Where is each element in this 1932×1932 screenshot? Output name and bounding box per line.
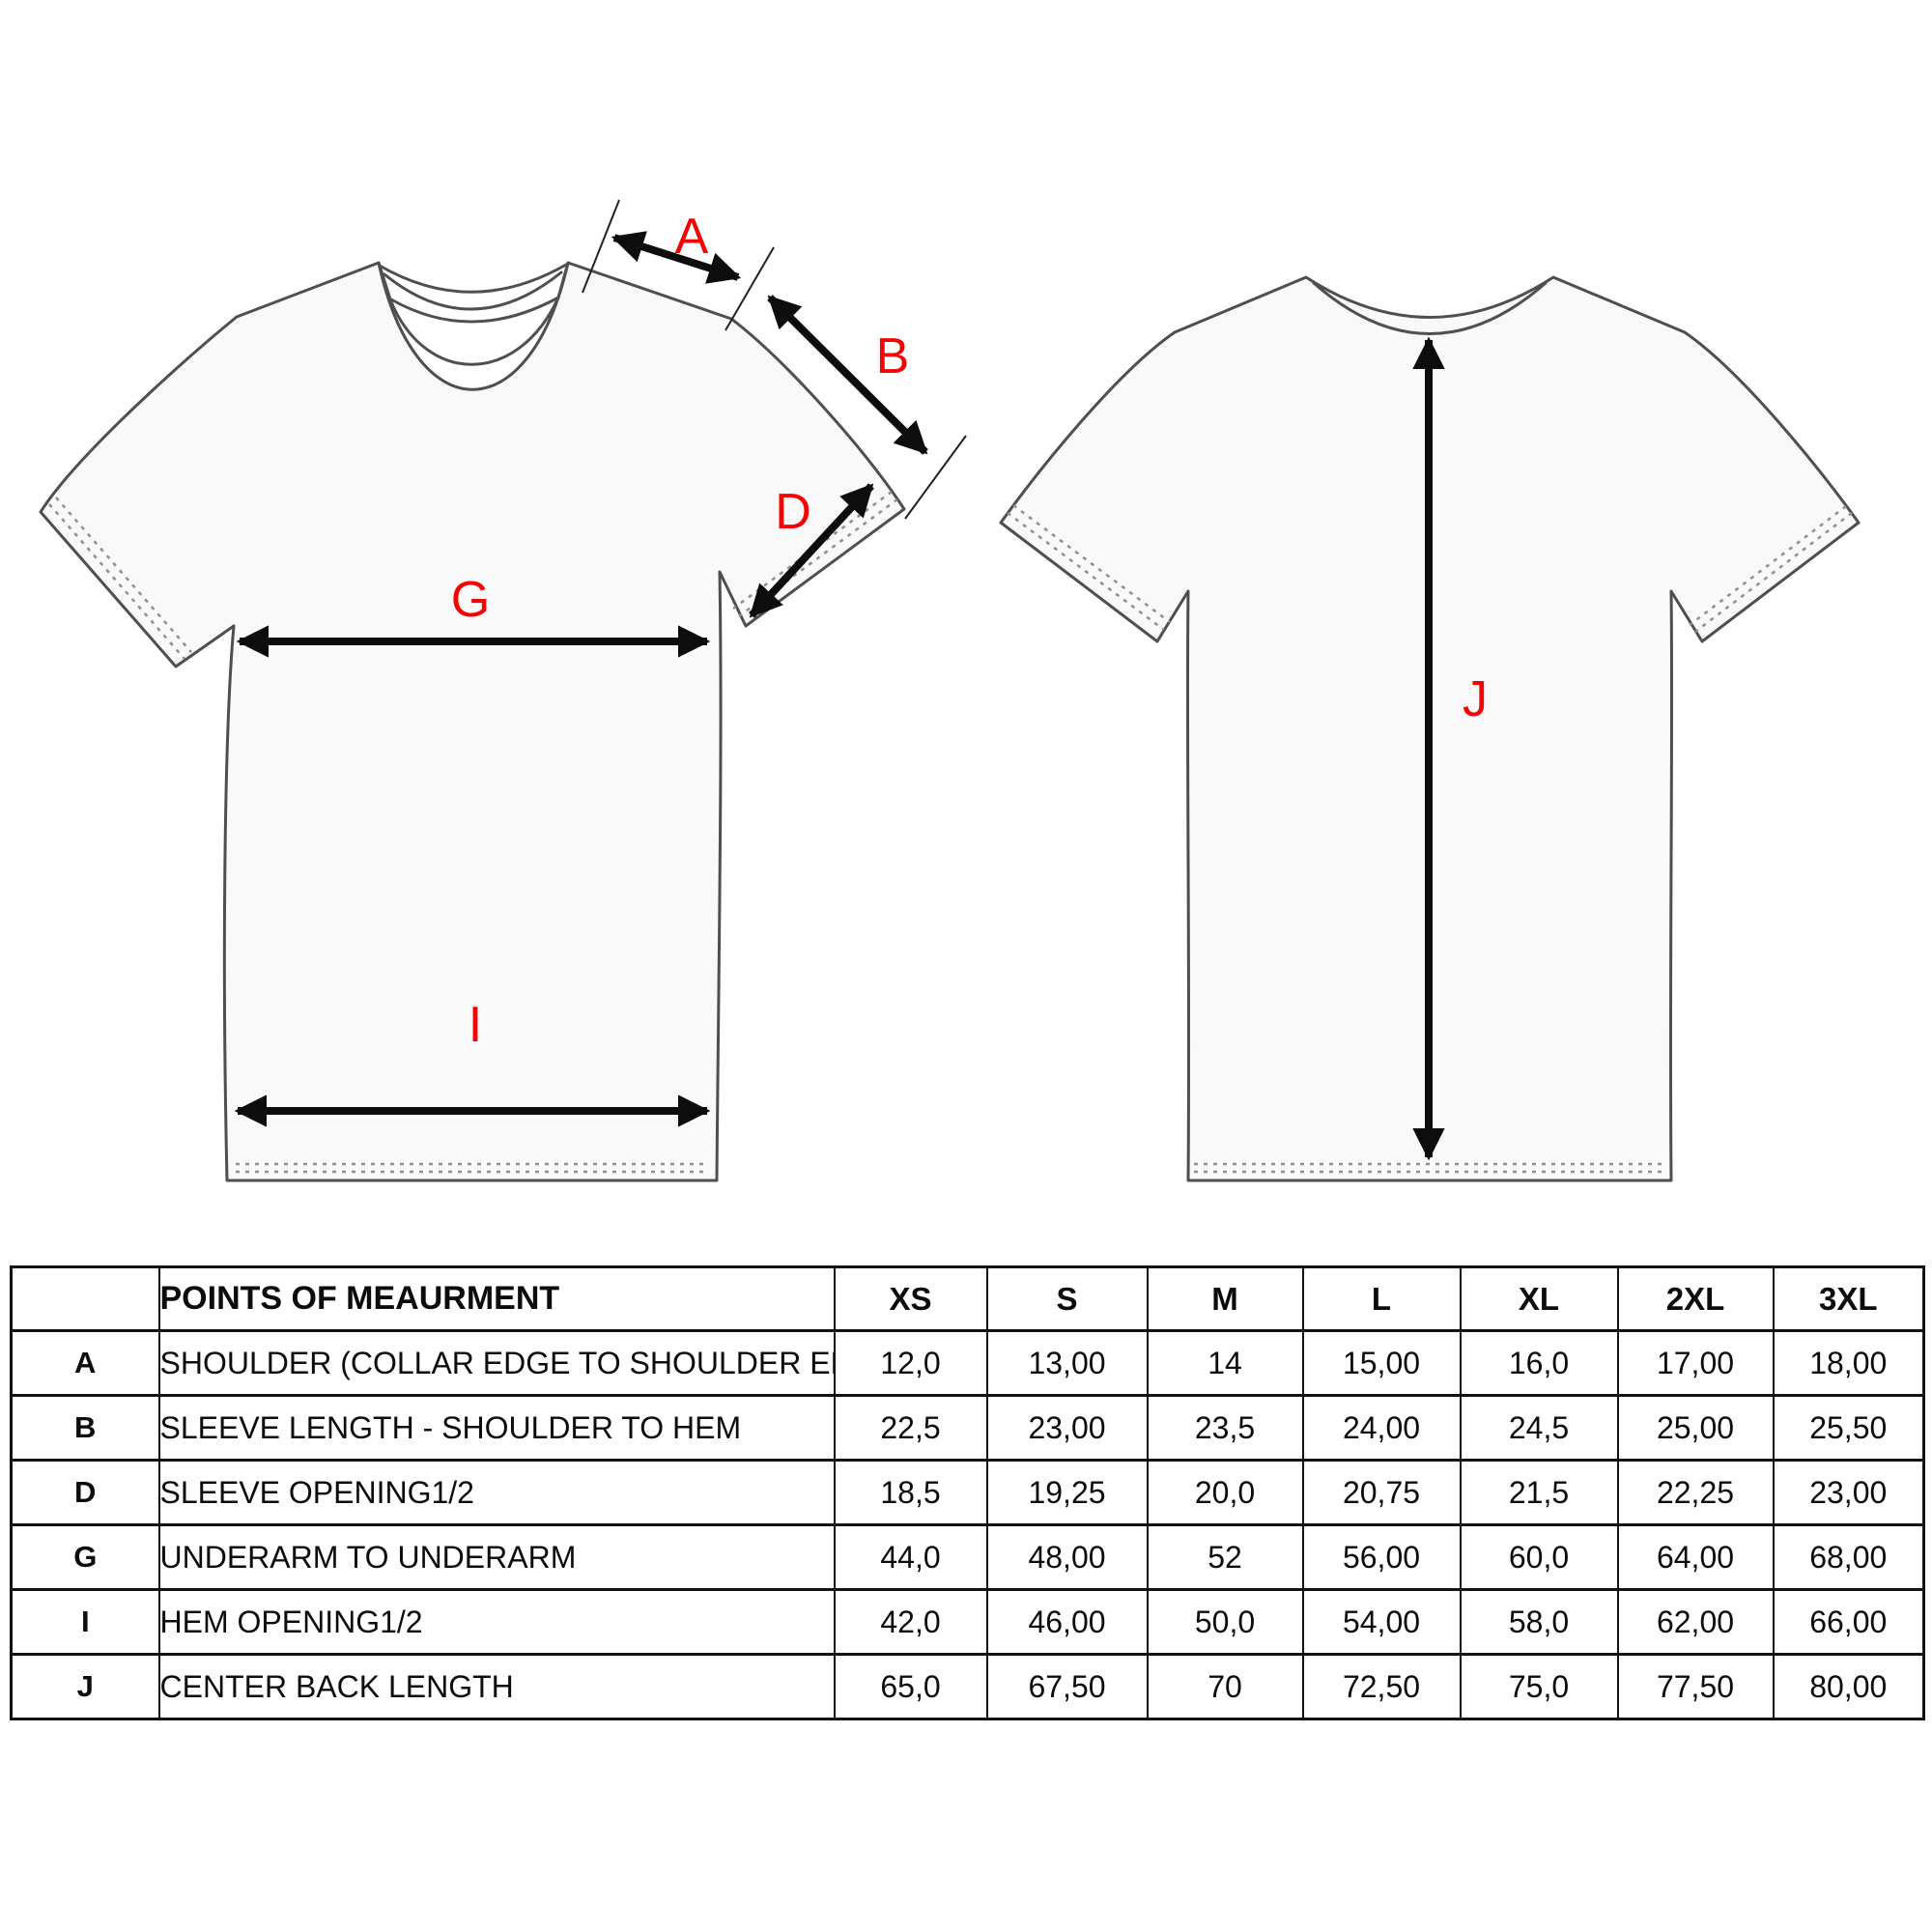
table-row-a: A SHOULDER (COLLAR EDGE TO SHOULDER EDGE… xyxy=(10,1329,1925,1397)
size-value-cell: 18,5 xyxy=(833,1459,988,1526)
header-letter-cell xyxy=(10,1265,160,1332)
front-collar-band-left-edge xyxy=(377,261,392,301)
size-value-cell: 18,00 xyxy=(1772,1329,1925,1397)
label-b: B xyxy=(876,328,910,384)
table-row-g: G UNDERARM TO UNDERARM 44,0 48,00 52 56,… xyxy=(10,1523,1925,1591)
front-shirt-drawing xyxy=(39,261,906,1182)
row-letter: B xyxy=(10,1394,160,1462)
back-left-sleeve-hem-stitching xyxy=(1007,503,1171,632)
header-size-2xl: 2XL xyxy=(1616,1265,1775,1332)
back-bottom-hem-stitching xyxy=(1194,1162,1667,1174)
label-j: J xyxy=(1463,671,1488,727)
extension-line xyxy=(724,246,775,331)
size-value-cell: 68,00 xyxy=(1772,1523,1925,1591)
size-value-cell: 20,75 xyxy=(1301,1459,1462,1526)
size-value-cell: 77,50 xyxy=(1616,1653,1775,1720)
size-value-cell: 25,50 xyxy=(1772,1394,1925,1462)
row-measurement-name: HEM OPENING1/2 xyxy=(157,1588,836,1656)
row-letter: J xyxy=(10,1653,160,1720)
size-value-cell: 20,0 xyxy=(1146,1459,1304,1526)
front-collar-band-line-2 xyxy=(389,296,560,324)
size-value-cell: 80,00 xyxy=(1772,1653,1925,1720)
measurement-arrow-d xyxy=(749,483,874,618)
size-value-cell: 60,0 xyxy=(1459,1523,1619,1591)
size-value-cell: 64,00 xyxy=(1616,1523,1775,1591)
front-bottom-hem-stitching xyxy=(236,1162,709,1174)
row-letter: I xyxy=(10,1588,160,1656)
size-value-cell: 72,50 xyxy=(1301,1653,1462,1720)
size-value-cell: 17,00 xyxy=(1616,1329,1775,1397)
row-letter: A xyxy=(10,1329,160,1397)
front-back-neckline xyxy=(378,263,568,294)
header-size-m: M xyxy=(1146,1265,1304,1332)
size-value-cell: 46,00 xyxy=(985,1588,1149,1656)
size-value-cell: 15,00 xyxy=(1301,1329,1462,1397)
size-value-cell: 24,00 xyxy=(1301,1394,1462,1462)
label-g: G xyxy=(451,572,490,628)
row-measurement-name: CENTER BACK LENGTH xyxy=(157,1653,836,1720)
table-row-b: B SLEEVE LENGTH - SHOULDER TO HEM 22,5 2… xyxy=(10,1394,1925,1462)
front-collar-band-right-edge xyxy=(556,261,570,299)
size-value-cell: 21,5 xyxy=(1459,1459,1619,1526)
label-d: D xyxy=(775,484,811,540)
size-value-cell: 42,0 xyxy=(833,1588,988,1656)
size-value-cell: 22,5 xyxy=(833,1394,988,1462)
row-measurement-name: UNDERARM TO UNDERARM xyxy=(157,1523,836,1591)
measurement-arrow-a xyxy=(582,199,775,331)
extension-line xyxy=(582,199,620,294)
table-row-d: D SLEEVE OPENING1/2 18,5 19,25 20,0 20,7… xyxy=(10,1459,1925,1526)
measurement-arrow-b xyxy=(767,295,967,520)
header-size-xl: XL xyxy=(1459,1265,1619,1332)
header-points-of-measurement: POINTS OF MEAURMENT xyxy=(157,1265,836,1332)
size-value-cell: 16,0 xyxy=(1459,1329,1619,1397)
size-value-cell: 62,00 xyxy=(1616,1588,1775,1656)
size-value-cell: 24,5 xyxy=(1459,1394,1619,1462)
header-size-3xl: 3XL xyxy=(1772,1265,1925,1332)
size-measurement-table: POINTS OF MEAURMENT XS S M L XL 2XL 3XL … xyxy=(10,1265,1925,1720)
header-size-s: S xyxy=(985,1265,1149,1332)
front-collar-band-line-1 xyxy=(383,270,563,311)
size-value-cell: 23,00 xyxy=(1772,1459,1925,1526)
header-size-l: L xyxy=(1301,1265,1462,1332)
size-value-cell: 12,0 xyxy=(833,1329,988,1397)
front-collar-rib-inner xyxy=(388,296,560,366)
back-right-sleeve-hem-stitching xyxy=(1689,505,1853,633)
size-value-cell: 66,00 xyxy=(1772,1588,1925,1656)
header-size-xs: XS xyxy=(833,1265,988,1332)
size-value-cell: 22,25 xyxy=(1616,1459,1775,1526)
label-i: I xyxy=(469,997,482,1053)
row-measurement-name: SLEEVE OPENING1/2 xyxy=(157,1459,836,1526)
table-row-i: I HEM OPENING1/2 42,0 46,00 50,0 54,00 5… xyxy=(10,1588,1925,1656)
row-letter: G xyxy=(10,1523,160,1591)
size-value-cell: 25,00 xyxy=(1616,1394,1775,1462)
size-value-cell: 54,00 xyxy=(1301,1588,1462,1656)
tshirt-measurement-diagram: A B D G I J xyxy=(39,199,1861,1182)
size-value-cell: 75,0 xyxy=(1459,1653,1619,1720)
size-value-cell: 23,5 xyxy=(1146,1394,1304,1462)
front-shirt-body xyxy=(39,261,906,1182)
label-a: A xyxy=(675,209,709,265)
back-collar-band xyxy=(1312,281,1548,335)
row-letter: D xyxy=(10,1459,160,1526)
table-row-j: J CENTER BACK LENGTH 65,0 67,50 70 72,50… xyxy=(10,1653,1925,1720)
size-value-cell: 23,00 xyxy=(985,1394,1149,1462)
size-value-cell: 58,0 xyxy=(1459,1588,1619,1656)
size-value-cell: 52 xyxy=(1146,1523,1304,1591)
size-value-cell: 44,0 xyxy=(833,1523,988,1591)
row-measurement-name: SLEEVE LENGTH - SHOULDER TO HEM xyxy=(157,1394,836,1462)
row-measurement-name: SHOULDER (COLLAR EDGE TO SHOULDER EDGE) xyxy=(157,1329,836,1397)
size-value-cell: 56,00 xyxy=(1301,1523,1462,1591)
size-value-cell: 48,00 xyxy=(985,1523,1149,1591)
size-value-cell: 13,00 xyxy=(985,1329,1149,1397)
size-value-cell: 70 xyxy=(1146,1653,1304,1720)
size-value-cell: 14 xyxy=(1146,1329,1304,1397)
extension-line xyxy=(904,435,967,520)
size-value-cell: 19,25 xyxy=(985,1459,1149,1526)
size-value-cell: 67,50 xyxy=(985,1653,1149,1720)
size-value-cell: 65,0 xyxy=(833,1653,988,1720)
table-header-row: POINTS OF MEAURMENT XS S M L XL 2XL 3XL xyxy=(10,1265,1925,1332)
size-value-cell: 50,0 xyxy=(1146,1588,1304,1656)
